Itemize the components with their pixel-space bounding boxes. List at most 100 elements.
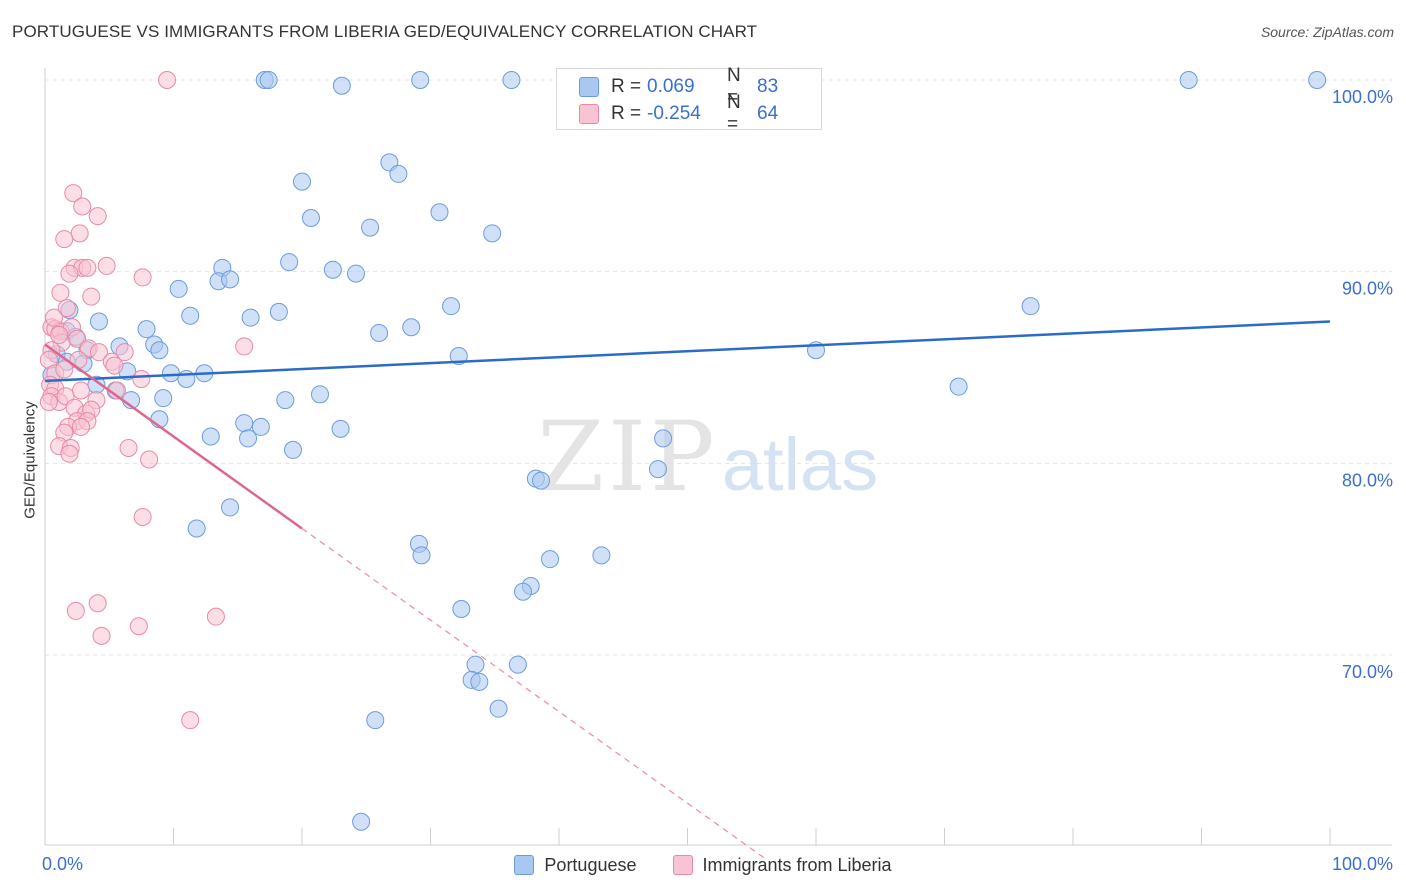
portuguese-point [532, 471, 551, 490]
liberia-point [89, 343, 108, 362]
stats-row-liberia: R = -0.254 N = 64 [579, 92, 779, 135]
portuguese-point [366, 711, 385, 730]
legend-swatch-liberia [672, 855, 693, 875]
portuguese-point [332, 76, 351, 95]
portuguese-point [361, 218, 380, 237]
portuguese-point [389, 164, 408, 183]
liberia-point [51, 283, 70, 302]
x-tick-label-min: 0.0% [42, 854, 83, 874]
portuguese-point [276, 391, 295, 410]
y-tick-labels: 70.0% 80.0% 90.0% 100.0% [1332, 87, 1393, 682]
portuguese-point [331, 419, 350, 438]
stats-n-value: 83 [757, 76, 779, 97]
liberia-point [88, 594, 107, 613]
portuguese-point [411, 71, 430, 89]
portuguese-trend-line [44, 320, 1331, 383]
liberia-point [105, 356, 124, 375]
liberia-point [78, 258, 97, 277]
portuguese-point [412, 546, 431, 565]
liberia-point [39, 393, 58, 411]
liberia-point [70, 224, 89, 243]
portuguese-point [293, 172, 311, 191]
liberia-point [66, 601, 85, 620]
liberia-point [60, 264, 79, 283]
portuguese-point [1308, 71, 1327, 89]
liberia-point [60, 444, 79, 463]
liberia-point [132, 370, 151, 388]
y-tick-label: 100.0% [1332, 87, 1393, 107]
y-tick-label: 70.0% [1342, 662, 1393, 682]
portuguese-point [150, 341, 169, 360]
portuguese-point [169, 279, 188, 298]
portuguese-point [241, 308, 260, 327]
portuguese-point [235, 414, 254, 433]
liberia-point [44, 308, 63, 327]
liberia-point [97, 256, 116, 275]
watermark-atlas: atlas [722, 423, 878, 506]
source-label: Source: ZipAtlas.com [1260, 24, 1394, 40]
portuguese-point [483, 224, 502, 243]
liberia-point [82, 287, 101, 306]
stats-row-portuguese: R = 0.069 N = 83 [579, 65, 779, 108]
portuguese-point [269, 302, 288, 321]
stats-r-value: -0.254 [647, 103, 701, 124]
portuguese-point [301, 209, 320, 227]
legend-label-liberia: Immigrants from Liberia [702, 854, 892, 875]
portuguese-point [508, 655, 527, 674]
portuguese-point [402, 318, 421, 337]
portuguese-point [541, 550, 560, 569]
portuguese-point [352, 812, 371, 831]
portuguese-point [502, 71, 521, 89]
portuguese-point [154, 389, 173, 408]
legend-swatch-portuguese [514, 855, 535, 875]
portuguese-point [239, 429, 258, 448]
liberia-point [57, 299, 76, 318]
watermark-zip: ZIP [537, 401, 718, 513]
stats-n-label: N = [727, 65, 741, 108]
portuguese-point [221, 498, 240, 517]
portuguese-point [470, 672, 489, 691]
stats-swatch-liberia [579, 104, 599, 124]
liberia-point [181, 711, 200, 730]
portuguese-point [221, 270, 240, 289]
grid-lines [45, 79, 1392, 656]
x-tick-labels: 0.0% 100.0% [42, 854, 1393, 874]
liberia-trend-extension [301, 528, 765, 859]
portuguese-point [449, 347, 468, 365]
stats-swatch-portuguese [579, 77, 599, 97]
liberia-point [71, 417, 90, 436]
portuguese-point [187, 519, 206, 538]
portuguese-point [181, 306, 200, 325]
liberia-point [158, 71, 177, 89]
liberia-point [55, 360, 74, 379]
trend-lines [44, 320, 1331, 859]
liberia-point [50, 325, 69, 344]
liberia-point [140, 450, 159, 469]
portuguese-point [452, 600, 471, 618]
portuguese-point [489, 699, 508, 718]
liberia-point [119, 439, 138, 457]
portuguese-point [592, 546, 611, 565]
liberia-trend-line [44, 343, 303, 530]
portuguese-point [284, 440, 303, 459]
portuguese-point [201, 427, 220, 446]
portuguese-point [1179, 71, 1198, 89]
axes [44, 68, 1392, 846]
liberia-point [69, 350, 88, 369]
portuguese-point [280, 253, 299, 272]
watermark: ZIP atlas [537, 401, 878, 513]
portuguese-point [466, 655, 485, 674]
chart-title: PORTUGUESE VS IMMIGRANTS FROM LIBERIA GE… [12, 22, 758, 41]
legend-item-portuguese[interactable]: Portuguese [514, 855, 637, 876]
stats-r-label: R = [611, 76, 642, 97]
liberia-point [133, 508, 152, 526]
portuguese-point [1021, 297, 1040, 316]
portuguese-point [251, 417, 270, 436]
portuguese-point [654, 429, 673, 448]
portuguese-point [514, 582, 533, 601]
stats-n-value: 64 [757, 103, 779, 124]
liberia-point [115, 343, 134, 362]
liberia-point [235, 337, 254, 356]
legend-item-liberia[interactable]: Immigrants from Liberia [672, 854, 892, 876]
